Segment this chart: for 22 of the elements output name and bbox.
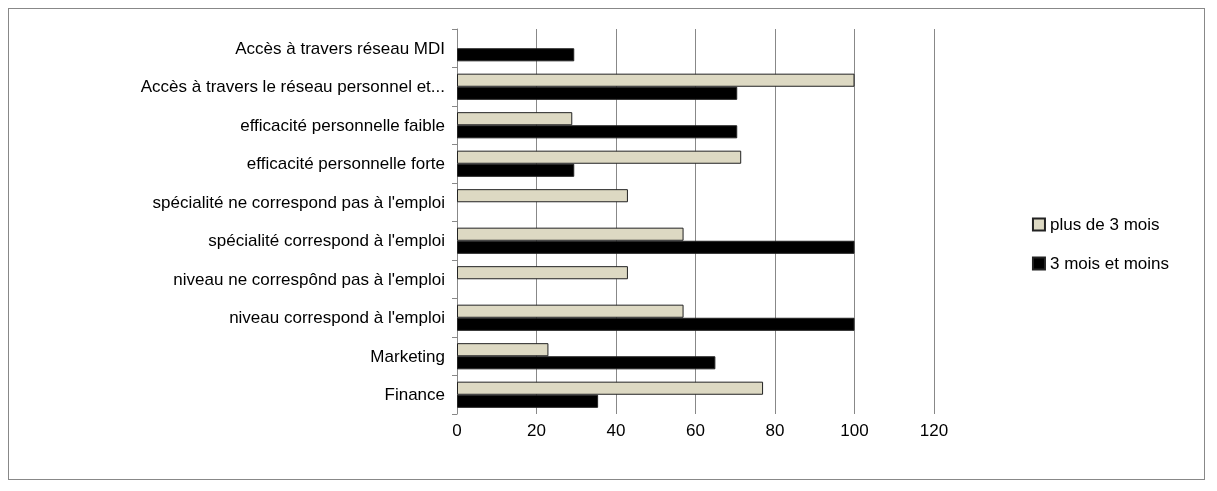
x-tick-label: 100 bbox=[840, 421, 869, 440]
x-tick-label: 60 bbox=[686, 421, 705, 440]
x-tick-label: 120 bbox=[919, 421, 949, 440]
y-tick-label: spécialité ne correspond pas à l'emploi bbox=[152, 192, 445, 212]
y-tick-label: Finance bbox=[384, 385, 445, 405]
bar bbox=[457, 189, 628, 203]
x-tick-label: 20 bbox=[527, 421, 546, 440]
y-tick-label: Accès à travers le réseau personnel et... bbox=[140, 77, 445, 97]
legend-label: plus de 3 mois bbox=[1049, 215, 1160, 234]
y-tick-label: Marketing bbox=[370, 346, 445, 366]
x-tick-label: 0 bbox=[452, 421, 462, 440]
bar bbox=[457, 48, 575, 62]
x-tick-label: 40 bbox=[606, 421, 626, 440]
y-tick-label: Accès à travers réseau MDI bbox=[235, 38, 445, 58]
y-tick-label: efficacité personnelle forte bbox=[246, 154, 445, 174]
bar bbox=[457, 266, 628, 280]
y-tick-label: niveau ne correspônd pas à l'emploi bbox=[173, 269, 445, 289]
y-tick-label: efficacité personnelle faible bbox=[240, 115, 445, 135]
y-tick-label: niveau correspond à l'emploi bbox=[229, 308, 445, 328]
x-tick-label: 80 bbox=[765, 421, 785, 440]
y-tick-label: spécialité correspond à l'emploi bbox=[208, 231, 445, 251]
legend-label: 3 mois et moins bbox=[1049, 254, 1170, 273]
